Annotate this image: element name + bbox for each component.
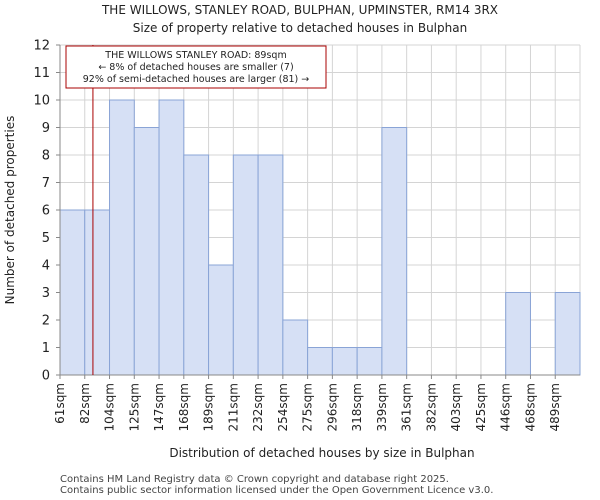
x-tick-label: 361sqm <box>400 383 414 431</box>
bar <box>158 99 185 376</box>
x-tick-label: 403sqm <box>449 383 463 431</box>
annotation-border <box>65 45 327 89</box>
x-tick-label: 425sqm <box>474 383 488 431</box>
x-tick-label: 211sqm <box>226 383 240 431</box>
x-tick-label: 254sqm <box>276 383 290 431</box>
bar <box>133 127 160 376</box>
bar <box>257 154 284 376</box>
bar <box>331 347 358 376</box>
bar <box>232 154 259 376</box>
x-tick-labels: 61sqm 82sqm 104sqm 125sqm 147sqm 168sqm 189sqm… <box>53 375 562 431</box>
x-tick-label: 339sqm <box>375 383 389 431</box>
x-tick-label: 232sqm <box>251 383 265 431</box>
annotation-line-3: 92% of semi-detached houses are larger (… <box>83 74 310 85</box>
footer-line-1: Contains HM Land Registry data © Crown c… <box>60 474 449 485</box>
y-tick-label: 7 <box>42 176 50 191</box>
x-tick-label: 446sqm <box>499 383 513 431</box>
annotation-line-1: THE WILLOWS STANLEY ROAD: 89sqm <box>104 50 286 61</box>
bar <box>183 154 210 376</box>
y-tick-label: 0 <box>42 369 50 384</box>
y-tick-label: 6 <box>42 204 50 219</box>
bar <box>554 292 581 376</box>
x-tick-label: 104sqm <box>103 383 117 431</box>
y-tick-label: 2 <box>42 314 50 329</box>
bar <box>505 292 531 376</box>
bar <box>84 209 111 376</box>
x-axis-label: Distribution of detached houses by size … <box>169 446 474 460</box>
x-tick-label: 61sqm <box>53 383 67 424</box>
y-tick-label: 12 <box>33 39 50 54</box>
bar <box>381 127 408 376</box>
y-tick-label: 5 <box>42 231 50 246</box>
y-axis-label: Number of detached properties <box>3 116 17 305</box>
bar <box>59 209 86 376</box>
annotation-line-2: ← 8% of detached houses are smaller (7) <box>98 62 293 73</box>
bar-chart: THE WILLOWS, STANLEY ROAD, BULPHAN, UPMI… <box>3 3 581 460</box>
x-tick-label: 125sqm <box>127 383 141 431</box>
x-tick-label: 82sqm <box>78 383 92 424</box>
x-tick-label: 296sqm <box>325 383 339 431</box>
x-tick-label: 382sqm <box>424 383 438 431</box>
x-tick-label: 189sqm <box>202 383 216 431</box>
y-tick-label: 10 <box>33 94 50 109</box>
bar <box>307 347 333 376</box>
y-tick-label: 3 <box>42 286 50 301</box>
y-tick-label: 9 <box>42 121 50 136</box>
bar <box>208 264 234 376</box>
x-tick-label: 275sqm <box>301 383 315 431</box>
bars <box>59 99 581 376</box>
chart-subtitle: Size of property relative to detached ho… <box>133 21 467 35</box>
x-tick-label: 147sqm <box>152 383 166 431</box>
x-tick-label: 168sqm <box>177 383 191 431</box>
y-tick-label: 8 <box>42 149 50 164</box>
footer-line-2: Contains public sector information licen… <box>60 485 494 496</box>
bar <box>356 347 383 376</box>
annotation-box: THE WILLOWS STANLEY ROAD: 89sqm ← 8% of … <box>65 45 327 89</box>
x-tick-label: 318sqm <box>350 383 364 431</box>
y-tick-label: 11 <box>33 66 50 81</box>
y-tick-label: 4 <box>42 259 50 274</box>
x-tick-label: 468sqm <box>523 383 537 431</box>
bar <box>282 319 309 376</box>
bar <box>109 99 135 376</box>
chart-title: THE WILLOWS, STANLEY ROAD, BULPHAN, UPMI… <box>101 3 498 17</box>
y-tick-label: 1 <box>42 341 50 356</box>
x-tick-label: 489sqm <box>548 383 562 431</box>
